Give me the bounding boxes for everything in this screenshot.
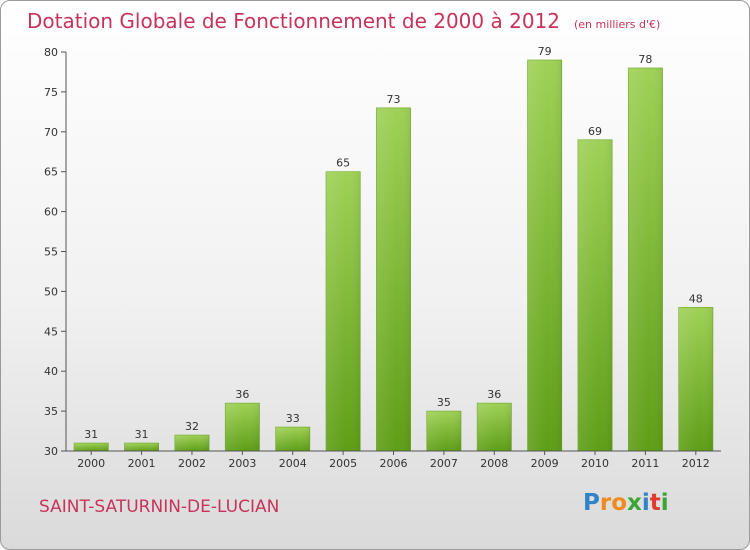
y-tick-label: 40: [44, 365, 58, 378]
y-tick-label: 30: [44, 445, 58, 458]
bar-value-label: 69: [588, 125, 602, 138]
chart-title-row: Dotation Globale de Fonctionnement de 20…: [27, 9, 660, 33]
x-tick-label: 2010: [581, 457, 609, 470]
commune-name: SAINT-SATURNIN-DE-LUCIAN: [39, 497, 280, 517]
x-tick-label: 2006: [380, 457, 408, 470]
bar-shade-2005: [325, 171, 361, 451]
bar-value-label: 48: [689, 292, 703, 305]
x-tick-label: 2005: [329, 457, 357, 470]
bar-shade-2006: [376, 107, 411, 452]
bar-shade-2000: [74, 443, 109, 451]
logo-letter: t: [649, 490, 661, 516]
bar-shade-2002: [174, 435, 210, 451]
bar-shade-2009: [527, 59, 562, 451]
y-tick-label: 65: [44, 166, 58, 179]
bar-shade-2011: [628, 67, 663, 452]
x-tick-label: 2008: [480, 457, 508, 470]
x-tick-label: 2003: [228, 457, 256, 470]
y-tick-label: 60: [44, 206, 58, 219]
x-tick-label: 2001: [128, 457, 156, 470]
logo-letter: P: [583, 490, 600, 516]
bar-shade-2004: [275, 427, 310, 451]
y-tick-label: 80: [44, 46, 58, 59]
bar-value-label: 33: [286, 412, 300, 425]
x-tick-label: 2011: [631, 457, 659, 470]
bar-shade-2008: [477, 403, 512, 451]
x-tick-label: 2007: [430, 457, 458, 470]
bar-value-label: 36: [487, 388, 501, 401]
x-axis: 2000 2001 2002 2003 2004 2005 2006 2007 2008 2009…: [66, 450, 721, 470]
proxiti-logo: Proxiti: [583, 490, 669, 516]
y-tick-label: 55: [44, 246, 58, 259]
logo-letter: r: [599, 490, 612, 516]
bar-shade-2001: [124, 443, 159, 451]
logo-letter: x: [627, 490, 642, 516]
bar-value-label: 73: [387, 93, 401, 106]
bar-value-label: 31: [84, 428, 98, 441]
bar-value-label: 79: [538, 45, 552, 58]
bar-value-label: 78: [638, 53, 652, 66]
x-tick-label: 2004: [279, 457, 307, 470]
logo-letter: i: [660, 490, 669, 516]
chart-unit: (en milliers d'€): [574, 18, 661, 31]
y-tick-label: 45: [44, 325, 58, 338]
bar-shade-2010: [577, 139, 613, 451]
logo-letter: i: [641, 490, 650, 516]
y-axis: 30 35 40 45 50 55 60 65 70 75 80: [44, 46, 67, 458]
y-tick-label: 75: [44, 86, 58, 99]
x-tick-label: 2009: [531, 457, 559, 470]
bar-shade-2003: [225, 403, 260, 451]
y-tick-label: 50: [44, 285, 58, 298]
y-tick-label: 70: [44, 126, 58, 139]
bar-value-label: 31: [135, 428, 149, 441]
bar-value-label: 32: [185, 420, 199, 433]
bar-value-label: 36: [235, 388, 249, 401]
bar-shade-2012: [678, 307, 713, 451]
bar-value-label: 65: [336, 157, 350, 170]
bar-shade-2007: [426, 411, 462, 451]
bars: 31 31 32 36 33 65 73 35 36 79 69 78 48: [73, 45, 714, 452]
logo-letter: o: [611, 490, 628, 516]
x-tick-label: 2012: [682, 457, 710, 470]
x-tick-label: 2000: [77, 457, 105, 470]
bar-value-label: 35: [437, 396, 451, 409]
chart-title: Dotation Globale de Fonctionnement de 20…: [27, 9, 560, 33]
x-tick-label: 2002: [178, 457, 206, 470]
y-tick-label: 35: [44, 405, 58, 418]
